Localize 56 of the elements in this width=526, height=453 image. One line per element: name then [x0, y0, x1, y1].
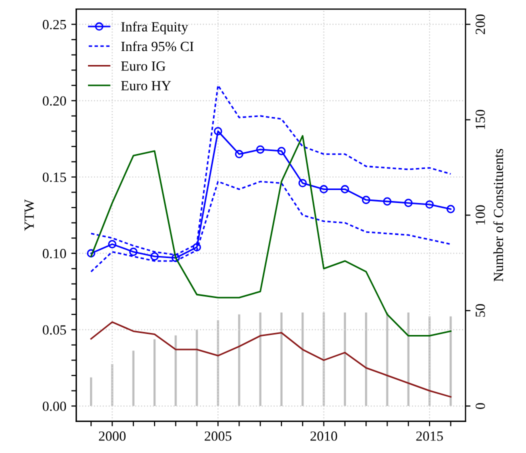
- point: [172, 254, 180, 262]
- bar: [153, 339, 156, 406]
- point: [256, 145, 264, 154]
- bar: [407, 312, 410, 406]
- point: [340, 185, 350, 194]
- point: [425, 200, 434, 209]
- point: [108, 240, 116, 248]
- bar: [238, 314, 240, 406]
- y2-tick-label: 0: [476, 403, 486, 409]
- y2-tick-label: 50: [476, 304, 486, 317]
- y2-tick-label: 100: [476, 205, 486, 224]
- bar: [302, 312, 304, 406]
- y2-tick-label: 150: [476, 110, 486, 129]
- x-tick-label: 2015: [416, 431, 443, 441]
- point: [362, 196, 370, 204]
- bar: [365, 312, 368, 406]
- legend-label: Infra 95% CI: [121, 41, 194, 52]
- point: [214, 127, 222, 136]
- x-tick-label: 2005: [204, 431, 232, 441]
- line-series: [90, 321, 452, 398]
- y-tick-label: 0.00: [42, 402, 66, 412]
- y-tick-label: 0.25: [42, 20, 66, 30]
- point: [320, 185, 328, 194]
- bar: [174, 335, 177, 406]
- legend-label: Euro IG: [121, 61, 166, 71]
- x-tick-label: 2010: [310, 431, 338, 441]
- bar: [196, 330, 198, 406]
- legend-label: Euro HY: [121, 81, 171, 90]
- legend-label: Infra Equity: [121, 22, 188, 34]
- bar: [90, 377, 92, 406]
- bar: [386, 312, 388, 406]
- y-tick-label: 0.05: [42, 325, 66, 335]
- point: [446, 204, 455, 214]
- point: [298, 178, 307, 188]
- bar: [322, 312, 325, 406]
- bar: [111, 364, 114, 406]
- y-tick-label: 0.20: [42, 96, 66, 106]
- point: [192, 243, 202, 252]
- y2-tick-label: 200: [476, 14, 486, 34]
- y-tick-label: 0.15: [42, 172, 66, 182]
- point: [234, 150, 244, 158]
- x-tick-label: 2000: [98, 431, 126, 441]
- y-axis-title: YTW: [24, 199, 34, 231]
- point: [404, 198, 413, 208]
- y2-axis-title: Number of Constituents: [493, 148, 504, 282]
- point: [150, 252, 159, 261]
- point: [86, 249, 96, 258]
- point: [277, 146, 286, 156]
- bar: [259, 312, 262, 406]
- bar: [280, 312, 283, 406]
- bar: [450, 316, 452, 406]
- bar: [344, 312, 346, 406]
- bar: [132, 350, 134, 406]
- point: [129, 248, 138, 256]
- point: [383, 197, 392, 206]
- y-tick-label: 0.10: [42, 248, 66, 258]
